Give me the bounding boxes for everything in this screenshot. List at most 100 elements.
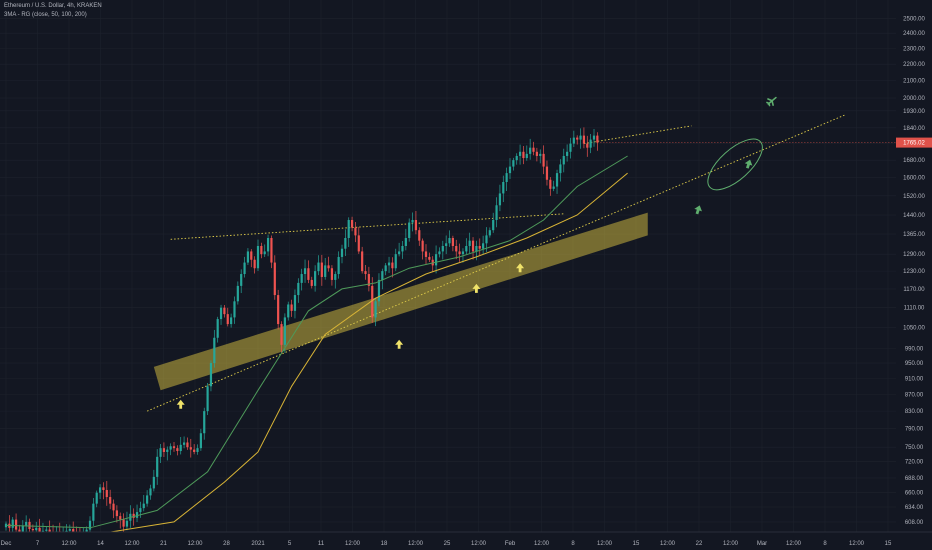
price-axis[interactable]: 608.00 634.00 660.00 688.00 720.00 750.00 790.… [903,17,925,526]
candle-body [203,411,206,434]
indicator-legend[interactable]: 3MA - RG (close, 50, 100, 200) [4,12,87,18]
time-axis-panel[interactable] [0,532,932,550]
resistance-line-right [583,125,692,145]
candle-body [515,155,518,161]
candle-body [139,508,142,513]
candle-body [502,182,505,194]
candle-body [122,519,125,527]
x-tick-label: 15 [885,541,892,547]
x-tick-label: 12:00 [786,541,802,547]
candle-body [135,512,139,518]
candle-body [266,237,270,252]
candle-body [189,447,192,450]
candle-body [401,245,404,252]
candle-body [445,243,448,246]
moving-averages-layer [5,155,628,534]
x-tick-label: 15 [633,541,640,547]
candle-body [270,237,273,263]
candle-body [206,386,209,412]
x-tick-label: 8 [823,541,827,547]
candle-body [102,487,105,491]
candle-body [559,164,562,174]
candle-body [572,137,575,144]
candle-body [132,513,135,518]
candle-body [582,135,586,144]
candle-body [421,240,424,252]
candle-body [38,527,41,533]
symbol-title[interactable]: Ethereum / U.S. Dollar, 4h, KRAKEN [4,3,102,9]
candle-body [246,251,250,263]
x-tick-label: 12:00 [534,541,550,547]
candle-body [589,139,592,148]
candle-body [381,271,384,280]
candle-body [236,285,239,302]
candle-body [179,444,182,452]
support-arrow [176,399,185,409]
arrow-up-icon [176,399,185,409]
candle-body [243,262,246,275]
candle-body [411,220,414,223]
candle-body [529,147,532,154]
candles-layer [4,127,599,545]
candle-body [377,279,381,302]
y-tick-label: 1600.00 [903,176,925,182]
candle-body [92,503,95,521]
time-axis[interactable]: Dec 7 12:00 14 12:00 21 12:00 28 2021 5 11 12:00 18 1… [1,541,892,547]
candle-body [525,153,528,159]
candle-body [555,173,559,187]
candle-body [226,314,229,325]
bounce-arrow [694,205,702,215]
candle-body [303,268,307,275]
candle-body [371,285,374,318]
candle-body [522,151,525,159]
candle-body [28,521,31,530]
candle-body [125,520,129,527]
candle-body [233,301,236,318]
candle-body [260,245,263,255]
candle-body [149,488,152,496]
candle-body [25,521,28,526]
candle-body [327,265,330,269]
ma-slow-line [106,172,628,534]
candle-body [230,317,233,325]
candle-body [45,529,48,531]
candle-body [508,166,512,174]
candle-body [495,205,498,221]
candle-body [334,274,337,280]
last-price-label: 1765.02 [903,141,925,147]
candle-body [317,262,320,272]
x-tick-label: Dec [1,541,12,547]
candle-body [384,265,387,272]
support-arrow [395,339,404,349]
candle-body [85,529,88,533]
candle-body [337,256,340,275]
x-tick-label: 12:00 [597,541,613,547]
price-axis-panel[interactable] [896,0,932,532]
y-tick-label: 1365.00 [903,232,925,238]
candle-body [566,151,569,156]
x-tick-label: 12:00 [408,541,424,547]
candle-body [169,446,172,450]
candle-body [404,237,407,246]
x-tick-label: 12:00 [471,541,487,547]
candle-body [344,237,347,249]
candle-body [451,237,454,246]
y-tick-label: 2400.00 [903,31,925,37]
x-tick-label: 12:00 [61,541,77,547]
x-tick-label: Feb [505,541,516,547]
candle-body [263,251,266,255]
candle-body [223,307,226,315]
candle-body [398,251,401,255]
x-tick-label: 12:00 [187,541,203,547]
candle-body [209,363,213,387]
x-tick-label: 21 [160,541,167,547]
x-tick-label: 14 [97,541,104,547]
candle-body [21,525,24,533]
ma-fast-line [5,155,628,529]
candle-body [280,324,283,345]
candle-body [176,448,179,452]
candle-body [11,519,14,528]
y-tick-label: 1050.00 [903,325,925,331]
x-tick-label: 18 [381,541,388,547]
